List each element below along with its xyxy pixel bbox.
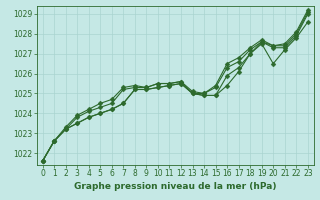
- X-axis label: Graphe pression niveau de la mer (hPa): Graphe pression niveau de la mer (hPa): [74, 182, 276, 191]
